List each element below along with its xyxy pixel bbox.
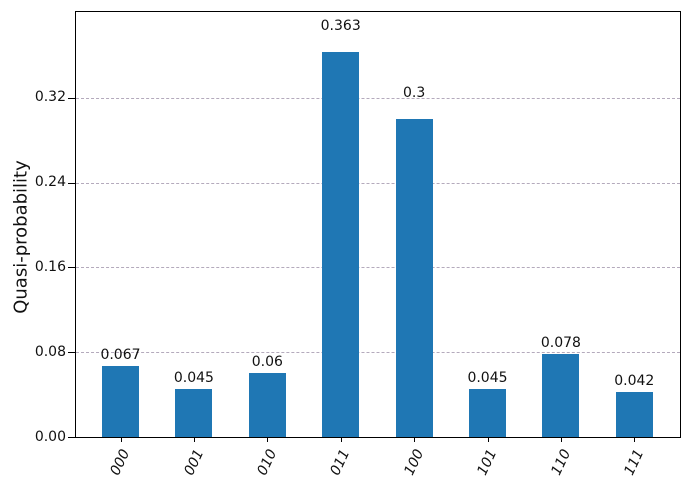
bar [469, 389, 506, 437]
x-tick-mark [193, 437, 195, 442]
x-tick-mark [487, 437, 489, 442]
bar-value-label: 0.363 [320, 17, 361, 34]
bar [102, 365, 139, 437]
y-tick-label: 0.32 [34, 89, 66, 106]
gridline [76, 352, 680, 354]
x-tick-label-text: 010 [254, 447, 281, 478]
x-tick-label-text: 111 [621, 447, 648, 478]
bar [542, 354, 580, 437]
bar-value-label: 0.078 [540, 334, 581, 351]
y-tick-mark [68, 267, 75, 269]
x-tick-label-text: 000 [107, 447, 134, 478]
x-tick-label-text: 011 [327, 447, 354, 478]
y-tick-mark [68, 352, 75, 354]
x-tick-label-text: 110 [548, 447, 574, 478]
bar-value-label: 0.06 [251, 354, 283, 371]
y-tick-label: 0.08 [34, 343, 66, 360]
bar [175, 389, 213, 437]
y-tick-mark [68, 182, 75, 184]
bar [248, 373, 286, 437]
bar [615, 392, 653, 437]
x-tick-mark [414, 437, 416, 442]
bar [395, 119, 433, 437]
y-tick-label: 0.16 [34, 258, 66, 275]
x-tick-label-text: 100 [401, 447, 428, 478]
bar-value-label: 0.045 [173, 369, 214, 386]
bar-value-label: 0.042 [614, 373, 655, 390]
x-tick-mark [340, 437, 342, 442]
y-tick-label: 0.00 [34, 428, 66, 445]
gridline [76, 182, 680, 184]
x-tick-mark [560, 437, 562, 442]
bar-value-label: 0.067 [100, 346, 141, 363]
plot-area: 0.067 0.045 0.06 0.363 0.3 0.045 0.078 0.042 [68, 11, 681, 442]
y-tick-label: 0.24 [34, 174, 66, 191]
bar-value-label: 0.045 [467, 369, 508, 386]
bar [322, 52, 360, 437]
x-tick-mark [120, 437, 122, 442]
y-tick-mark [68, 97, 75, 99]
x-tick-label-text: 101 [474, 447, 501, 478]
bar-value-label: 0.3 [402, 84, 426, 101]
x-tick-mark [634, 437, 636, 442]
x-tick-label-text: 001 [181, 447, 207, 478]
x-tick-mark [267, 437, 269, 442]
gridline [76, 267, 680, 269]
y-tick-mark [68, 437, 75, 438]
gridline [76, 97, 680, 99]
